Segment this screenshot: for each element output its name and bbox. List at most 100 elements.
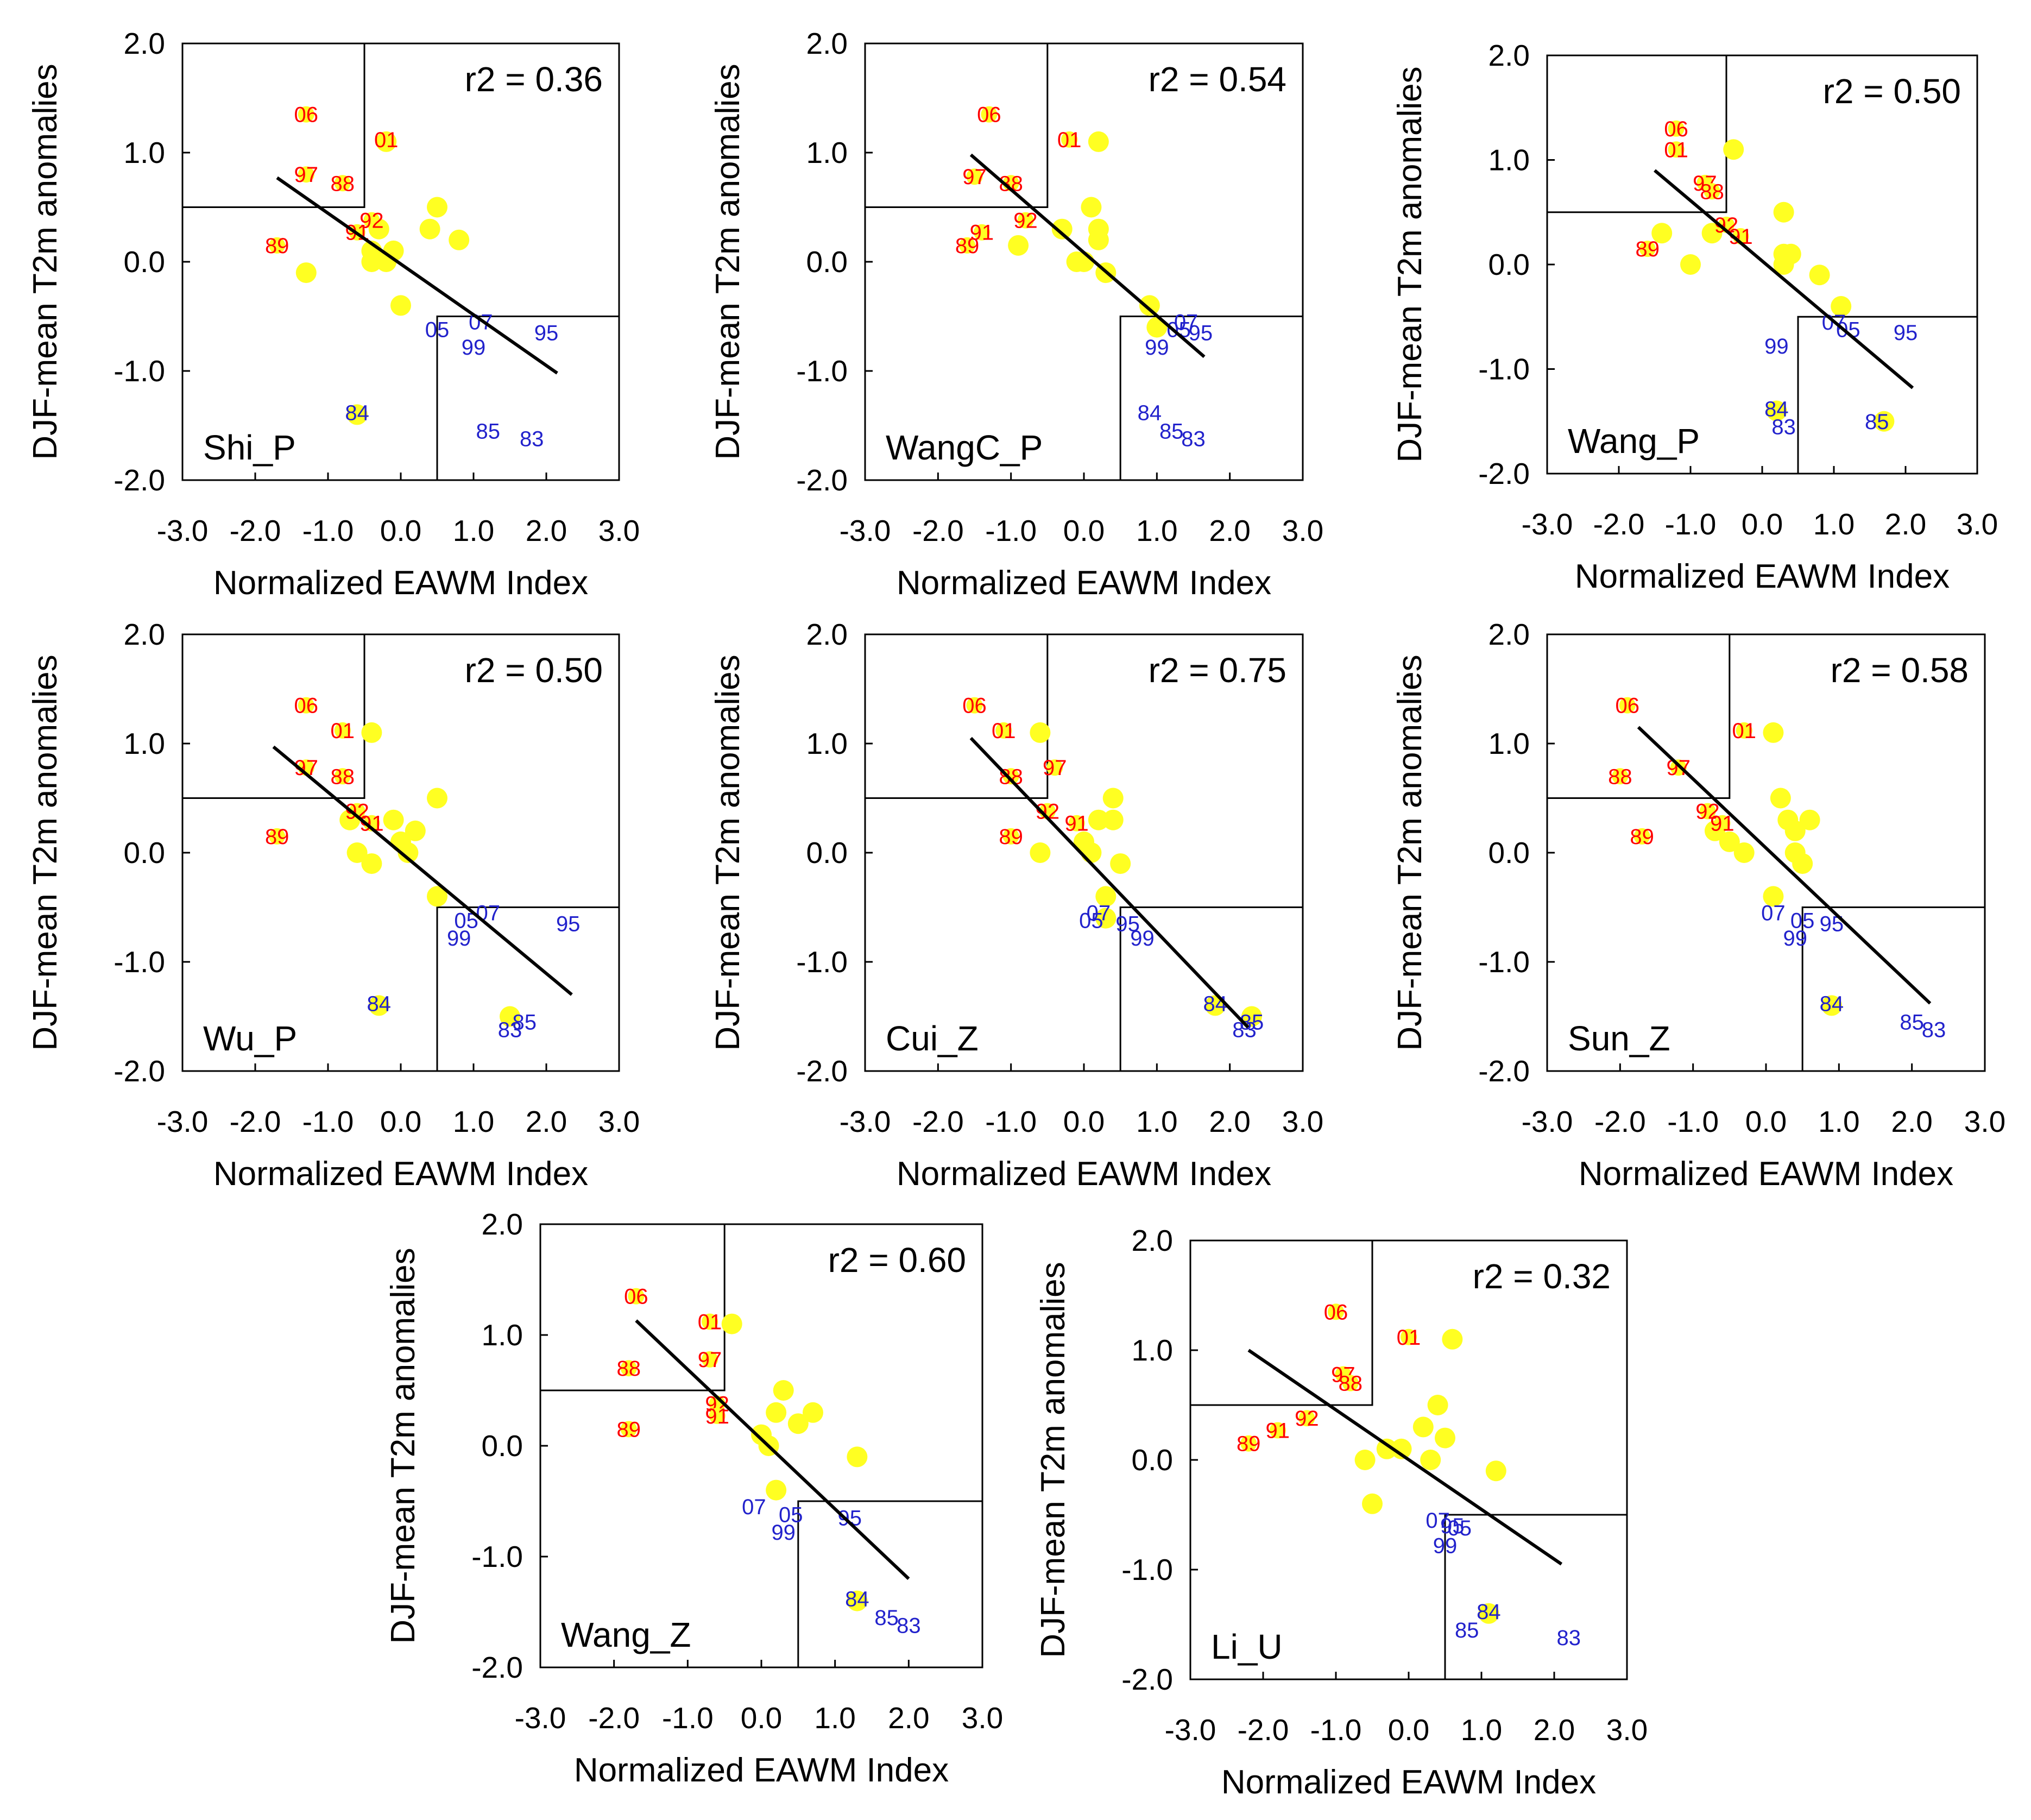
x-tick-label: 2.0 [888,1701,929,1735]
data-point [1008,235,1029,256]
warm-year-label: 88 [617,1357,641,1381]
cold-year-label: 85 [1900,1011,1924,1035]
x-tick-label: 2.0 [526,1105,567,1138]
cold-year-label: 05 [425,318,450,342]
y-tick-label: 1.0 [806,727,848,760]
cold-year-label: 05 [1790,909,1815,933]
data-point [1763,886,1784,907]
y-tick-label: -2.0 [113,463,165,497]
x-axis-label: Normalized EAWM Index [213,1155,588,1193]
x-tick-label: 0.0 [741,1701,782,1735]
cold-year-label: 07 [476,902,501,925]
panel-li-u: -3.0 -2.0 -1.0 0.0 1.0 2.0 3.0 -2.0 -1.0 0.0 1.0 2.… [1035,1224,1648,1801]
data-point [427,788,447,809]
x-tick-label: 0.0 [1063,1105,1105,1138]
data-point [1420,1450,1441,1470]
data-point [721,1313,742,1334]
data-point [298,697,314,714]
panel-cui-z: -3.0 -2.0 -1.0 0.0 1.0 2.0 3.0 -2.0 -1.0 0.0 1.0 2.… [709,618,1323,1193]
r2-label: r2 = 0.58 [1831,651,1969,690]
warm-year-label: 06 [624,1285,648,1309]
y-tick-label: -2.0 [796,1054,848,1088]
panel-name: Wang_P [1568,421,1700,461]
warm-year-label: 88 [1608,765,1632,789]
y-tick-label: 2.0 [124,618,165,651]
panel-name: Sun_Z [1568,1019,1670,1058]
x-axis-label: Normalized EAWM Index [1221,1764,1596,1801]
y-tick-label: 1.0 [1488,143,1530,177]
data-point [1051,218,1073,240]
x-tick-label: 0.0 [1742,507,1783,541]
x-tick-label: 2.0 [1209,514,1250,547]
warm-year-label: 88 [331,172,355,196]
data-point [981,106,998,123]
data-point [1241,1006,1262,1027]
r2-label: r2 = 0.50 [1823,72,1961,111]
x-tick-label: -1.0 [985,1105,1037,1138]
y-tick-label: 2.0 [806,618,848,651]
data-point [1030,842,1051,863]
data-point [773,1380,794,1401]
x-tick-label: 0.0 [380,1105,421,1138]
data-point [620,1360,637,1377]
data-point [1362,1493,1383,1514]
data-point [966,697,983,714]
x-tick-label: 3.0 [598,514,640,547]
y-tick-label: -2.0 [1478,1054,1530,1088]
warm-year-label: 89 [955,234,980,258]
data-point [295,262,317,284]
data-point [1651,223,1673,244]
y-tick-label: 1.0 [806,136,848,169]
x-tick-label: 3.0 [1282,514,1323,547]
x-tick-label: -2.0 [912,1105,964,1138]
data-point [1719,831,1740,852]
data-point [1668,120,1685,137]
warm-year-label: 06 [977,103,1001,127]
data-point [1095,908,1117,929]
cold-quadrant-box [1797,316,1977,474]
data-point [702,1313,718,1330]
data-point [628,1288,645,1305]
data-point [1766,400,1787,421]
x-tick-label: -2.0 [912,514,964,547]
x-tick-label: -2.0 [1594,1105,1646,1138]
panel-name: Wang_Z [561,1615,691,1654]
data-point [1442,1328,1463,1350]
data-point [620,1421,637,1438]
data-point [405,820,426,841]
data-point [1046,759,1063,776]
plot-frame [1546,54,1978,475]
warm-year-label: 89 [265,234,289,258]
data-point [363,815,380,832]
cold-year-label: 84 [345,401,369,425]
data-point [1723,139,1744,160]
cold-year-label: 83 [1181,427,1206,451]
r2-label: r2 = 0.50 [465,651,603,690]
data-point [1821,995,1842,1016]
data-point [1102,809,1124,830]
y-tick-label: -2.0 [1121,1662,1173,1696]
y-tick-label: -1.0 [1478,945,1530,979]
plot-frame [181,42,620,481]
r2-label: r2 = 0.60 [828,1240,966,1280]
x-axis-label: Normalized EAWM Index [574,1752,949,1789]
cold-year-label: 85 [874,1606,899,1630]
data-point [1763,722,1784,743]
y-tick-label: 0.0 [806,836,848,870]
cold-year-label: 95 [556,912,581,936]
y-tick-label: 2.0 [806,27,848,60]
x-tick-label: -3.0 [840,1105,891,1138]
x-tick-label: 1.0 [1813,507,1855,541]
data-point [802,1402,823,1423]
x-tick-label: 0.0 [1388,1713,1429,1747]
x-tick-label: -2.0 [230,514,281,547]
cold-year-label: 85 [1455,1619,1479,1642]
x-tick-label: 3.0 [598,1105,640,1138]
data-point [702,1351,718,1368]
data-point [1770,788,1791,809]
data-point [709,1407,726,1424]
warm-year-label: 01 [698,1311,722,1334]
cold-year-label: 07 [1761,902,1786,925]
y-tick-label: 2.0 [482,1207,523,1241]
cold-quadrant-box [1444,1514,1627,1679]
